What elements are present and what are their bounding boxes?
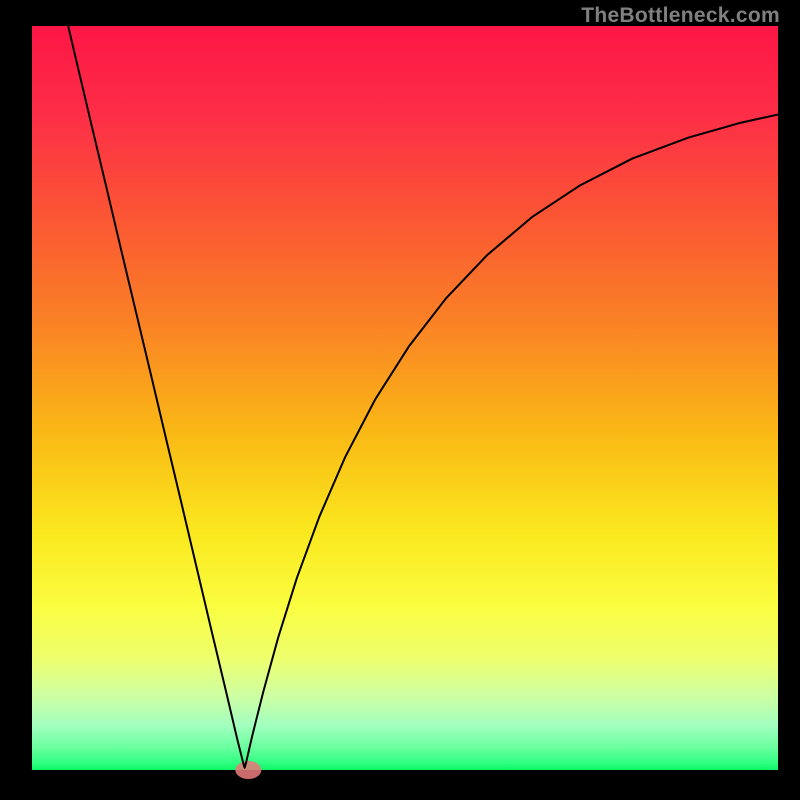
gradient-background — [32, 26, 778, 770]
minimum-marker — [235, 761, 261, 779]
chart-container: TheBottleneck.com — [0, 0, 800, 800]
watermark-text: TheBottleneck.com — [581, 4, 780, 28]
plot-svg — [0, 0, 800, 800]
